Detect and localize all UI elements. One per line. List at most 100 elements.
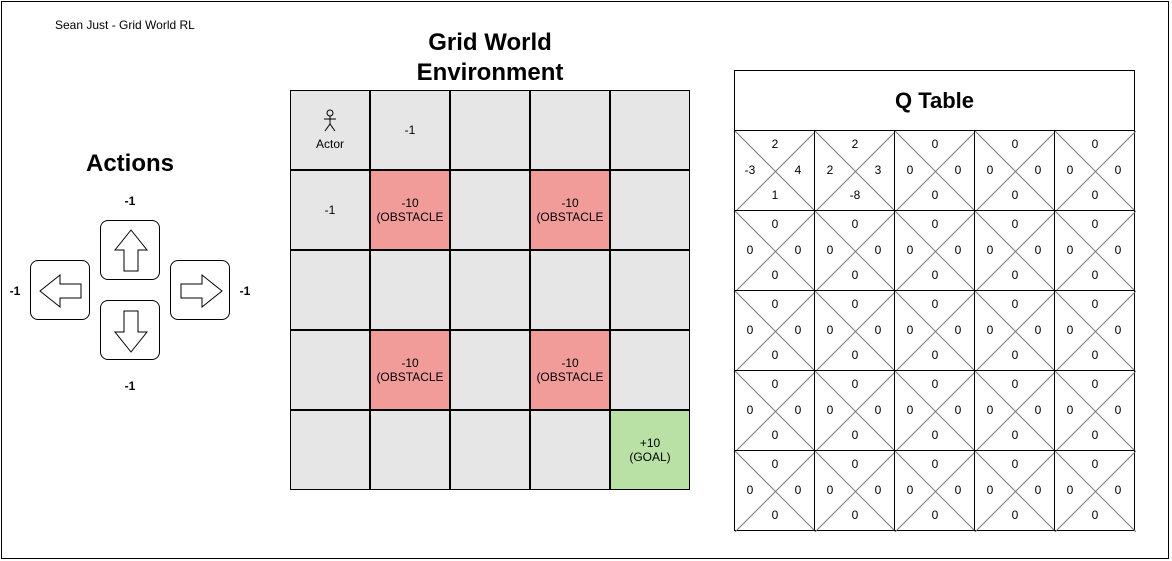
q-value-up: 0 <box>931 297 939 311</box>
q-value-right: 0 <box>1114 403 1122 417</box>
q-value-down: 0 <box>1011 268 1019 282</box>
cell-label: -1 <box>404 123 416 137</box>
q-value-down: 0 <box>1091 268 1099 282</box>
q-table-cell: 0 0 0 0 <box>894 370 976 452</box>
q-value-up: 2 <box>771 137 779 151</box>
q-value-up: 0 <box>1091 297 1099 311</box>
cell-sublabel: (GOAL) <box>629 450 671 464</box>
right-action-key[interactable] <box>170 260 230 320</box>
q-cell-diagonals <box>1055 291 1136 372</box>
q-value-left: 0 <box>826 243 834 257</box>
left-action-key[interactable] <box>30 260 90 320</box>
q-value-down: 0 <box>771 348 779 362</box>
grid-cell <box>450 250 530 330</box>
grid-cell <box>610 250 690 330</box>
grid-cell <box>610 90 690 170</box>
cell-label: Actor <box>315 137 344 151</box>
grid-cell <box>370 250 450 330</box>
q-value-down: 0 <box>1011 348 1019 362</box>
q-value-right: 0 <box>794 483 802 497</box>
q-value-down: 1 <box>771 188 779 202</box>
q-table-cell: 0 0 0 0 <box>1054 130 1136 212</box>
q-value-down: 0 <box>851 348 859 362</box>
right-arrow-icon <box>180 273 223 309</box>
q-table-cell: 0 0 0 0 <box>894 290 976 372</box>
q-cell-diagonals <box>815 131 896 212</box>
q-value-left: 0 <box>746 403 754 417</box>
q-table-cell: 0 0 0 0 <box>814 450 896 532</box>
grid-world-title-line1: Grid World <box>428 29 552 56</box>
q-value-right: 0 <box>1034 403 1042 417</box>
q-value-left: 0 <box>1066 403 1074 417</box>
up-reward-label: -1 <box>124 194 136 208</box>
q-cell-diagonals <box>975 371 1056 452</box>
cell-sublabel: (OBSTACLE <box>536 370 604 384</box>
q-value-down: 0 <box>771 268 779 282</box>
cell-sublabel: (OBSTACLE <box>376 370 444 384</box>
q-value-up: 0 <box>1091 377 1099 391</box>
q-value-up: 0 <box>1011 297 1019 311</box>
q-value-right: 0 <box>1114 483 1122 497</box>
q-cell-diagonals <box>975 131 1056 212</box>
q-value-up: 0 <box>1011 137 1019 151</box>
q-cell-diagonals <box>895 371 976 452</box>
q-value-left: 0 <box>906 403 914 417</box>
goal-cell: +10 (GOAL) <box>610 410 690 490</box>
up-action-key[interactable] <box>100 220 160 280</box>
grid-cell: -1 <box>370 90 450 170</box>
actor-cell: Actor <box>290 90 370 170</box>
q-value-up: 0 <box>1011 457 1019 471</box>
q-table-cell: 0 0 0 0 <box>974 290 1056 372</box>
q-value-up: 0 <box>1011 217 1019 231</box>
actions-title: Actions <box>85 150 174 177</box>
q-value-right: 0 <box>1114 323 1122 337</box>
grid-cell <box>450 410 530 490</box>
q-cell-diagonals <box>895 291 976 372</box>
q-value-down: 0 <box>1091 428 1099 442</box>
q-value-right: 4 <box>794 163 802 177</box>
q-value-left: 0 <box>906 163 914 177</box>
q-cell-diagonals <box>735 211 816 292</box>
q-value-up: 0 <box>931 457 939 471</box>
q-cell-diagonals <box>815 371 896 452</box>
q-value-right: 0 <box>794 243 802 257</box>
q-table-cell: 0 0 0 0 <box>894 210 976 292</box>
q-value-right: 0 <box>874 243 882 257</box>
q-value-up: 2 <box>851 137 859 151</box>
grid-world-title: Grid World Environment <box>390 28 590 88</box>
author-caption: Sean Just - Grid World RL <box>55 18 195 32</box>
q-table-cell: 0 0 0 0 <box>974 370 1056 452</box>
q-value-down: 0 <box>1011 188 1019 202</box>
q-value-left: 0 <box>986 243 994 257</box>
q-value-left: 0 <box>1066 483 1074 497</box>
q-table-cell: 0 0 0 0 <box>1054 290 1136 372</box>
grid-cell <box>290 330 370 410</box>
q-value-left: 0 <box>986 403 994 417</box>
q-table-cell: 2 -8 2 3 <box>814 130 896 212</box>
q-table-cell: 0 0 0 0 <box>814 210 896 292</box>
right-reward-label: -1 <box>239 284 251 298</box>
q-value-right: 0 <box>1034 483 1042 497</box>
q-table-cell: 0 0 0 0 <box>974 450 1056 532</box>
obstacle-cell: -10 (OBSTACLE <box>370 330 450 410</box>
grid-cell <box>290 410 370 490</box>
cell-label: -10 <box>401 196 419 210</box>
grid-cell: -1 <box>290 170 370 250</box>
q-value-right: 0 <box>954 323 962 337</box>
q-value-right: 0 <box>874 483 882 497</box>
grid-cell <box>450 90 530 170</box>
obstacle-cell: -10 (OBSTACLE <box>530 170 610 250</box>
left-arrow-icon <box>39 273 82 309</box>
q-value-right: 3 <box>874 163 882 177</box>
down-action-key[interactable] <box>100 300 160 360</box>
q-value-left: 0 <box>746 243 754 257</box>
q-value-right: 0 <box>874 323 882 337</box>
cell-label: -1 <box>324 203 336 217</box>
q-cell-diagonals <box>1055 211 1136 292</box>
q-value-up: 0 <box>771 377 779 391</box>
cell-sublabel: (OBSTACLE <box>536 210 604 224</box>
q-table-cell: 0 0 0 0 <box>974 130 1056 212</box>
q-value-left: 0 <box>1066 323 1074 337</box>
actor-stick-figure-icon <box>324 109 336 132</box>
q-value-up: 0 <box>931 377 939 391</box>
